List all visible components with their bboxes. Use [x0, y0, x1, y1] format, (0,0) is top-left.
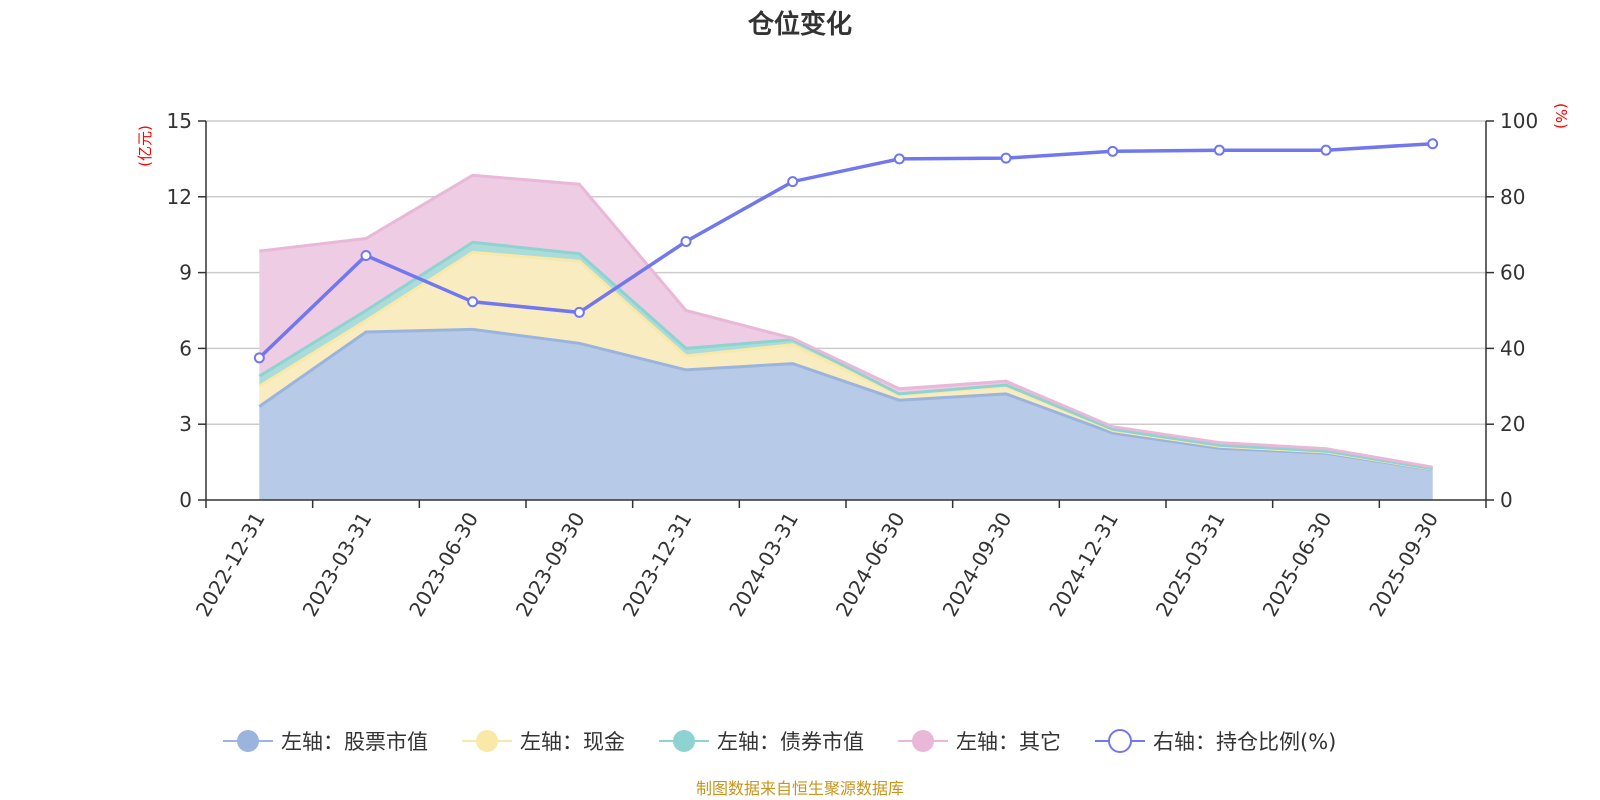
x-tick-label: 2025-06-30 — [1257, 508, 1336, 621]
legend-item[interactable]: 左轴：现金 — [462, 730, 625, 754]
x-tick-label: 2023-03-31 — [297, 508, 376, 621]
legend-item[interactable]: 左轴：债券市值 — [659, 730, 864, 754]
ratio-point — [360, 250, 372, 262]
ratio-point — [1107, 145, 1119, 157]
legend-label: 左轴：其它 — [956, 730, 1061, 754]
left-tick-label: 9 — [179, 261, 192, 285]
right-tick-label: 100 — [1500, 109, 1538, 133]
area-series-1 — [259, 252, 1433, 470]
legend-label: 右轴：持仓比例(%) — [1153, 730, 1336, 754]
legend[interactable]: 左轴：股票市值 左轴：现金 左轴：债券市值 左轴：其它 右轴：持仓比例(%) — [223, 729, 1336, 754]
x-tick-label: 2024-06-30 — [831, 508, 910, 621]
right-tick-label: 40 — [1500, 336, 1525, 360]
chart-title: 仓位变化 — [747, 9, 852, 40]
x-tick-label: 2022-12-31 — [191, 508, 270, 621]
ratio-point — [573, 306, 585, 318]
left-tick-label: 0 — [179, 488, 192, 512]
ratio-line — [258, 141, 1433, 360]
source-note: 制图数据来自恒生聚源数据库 — [696, 779, 904, 798]
area-line-2 — [258, 240, 1433, 471]
legend-marker — [1108, 729, 1132, 753]
left-axis-unit: (亿元) — [136, 125, 154, 167]
ratio-point — [1213, 144, 1225, 156]
right-tick-label: 80 — [1500, 185, 1525, 209]
x-tick-label: 2024-03-31 — [724, 508, 803, 621]
legend-label: 左轴：股票市值 — [281, 730, 428, 754]
right-axis-unit: (%) — [1552, 103, 1570, 129]
legend-label: 左轴：债券市值 — [717, 730, 864, 754]
right-tick-label: 60 — [1500, 261, 1525, 285]
x-tick-label: 2024-12-31 — [1044, 508, 1123, 621]
area-series-0 — [259, 329, 1433, 500]
x-tick-label: 2025-03-31 — [1151, 508, 1230, 621]
left-tick-label: 12 — [167, 185, 192, 209]
right-tick-label: 20 — [1500, 412, 1525, 436]
area-series-3 — [259, 175, 1433, 469]
x-tick-label: 2023-12-31 — [617, 508, 696, 621]
x-tick-label: 2024-09-30 — [937, 508, 1016, 621]
ratio-point — [253, 352, 265, 364]
ratio-point — [893, 153, 905, 165]
x-tick-label: 2025-09-30 — [1364, 508, 1443, 621]
stacked-areas — [258, 173, 1433, 500]
x-tick-label: 2023-09-30 — [511, 508, 590, 621]
area-line-0 — [258, 327, 1433, 472]
right-tick-label: 0 — [1500, 488, 1513, 512]
legend-label: 左轴：现金 — [520, 730, 625, 754]
ratio-point — [1320, 144, 1332, 156]
legend-marker — [673, 730, 695, 752]
legend-item[interactable]: 左轴：其它 — [898, 730, 1061, 754]
ratio-point — [1427, 138, 1439, 150]
legend-item[interactable]: 左轴：股票市值 — [223, 730, 428, 754]
ratio-point — [787, 176, 799, 188]
ratio-point — [680, 236, 692, 248]
legend-item[interactable]: 右轴：持仓比例(%) — [1095, 729, 1336, 754]
area-line-3 — [259, 173, 1433, 469]
ratio-point — [1000, 152, 1012, 164]
legend-marker — [476, 730, 498, 752]
left-tick-label: 3 — [179, 412, 192, 436]
ratio-point — [467, 296, 479, 308]
left-tick-label: 6 — [179, 336, 192, 360]
legend-marker — [237, 730, 259, 752]
left-tick-label: 15 — [167, 109, 192, 133]
legend-marker — [912, 730, 934, 752]
ratio-line-group — [253, 138, 1439, 364]
x-tick-label: 2023-06-30 — [404, 508, 483, 621]
